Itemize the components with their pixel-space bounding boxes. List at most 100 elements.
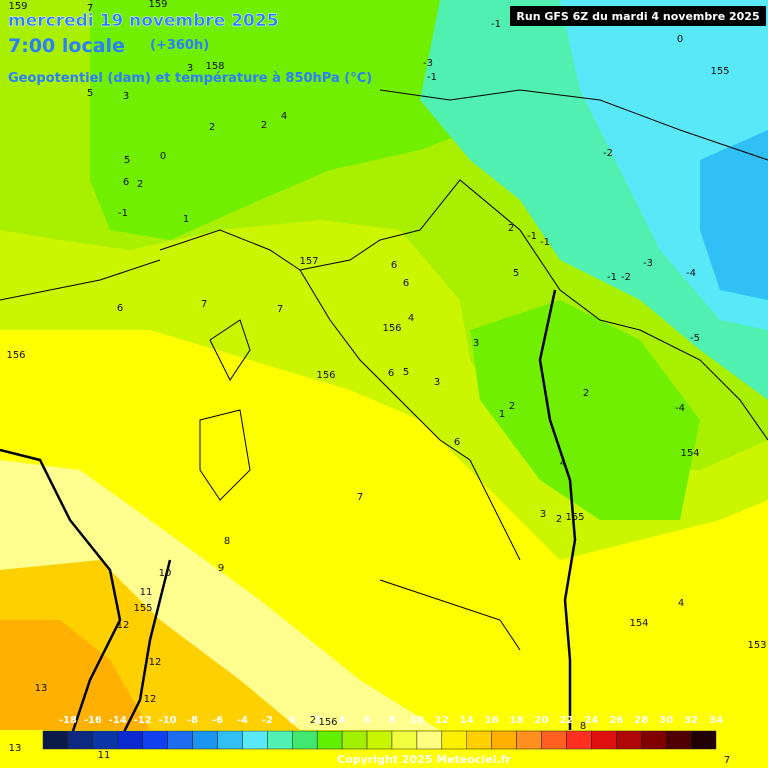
colorbar-label: 28	[634, 715, 648, 726]
colorbar-swatch	[591, 730, 617, 750]
colorbar-label: 30	[659, 715, 673, 726]
map-label: 7	[357, 492, 363, 503]
map-label: 5	[513, 268, 519, 279]
map-label: -1	[527, 231, 537, 242]
colorbar-swatch	[541, 730, 567, 750]
colorbar-label: -14	[109, 715, 127, 726]
colorbar-label: -16	[84, 715, 102, 726]
map-label: -1	[118, 208, 128, 219]
colorbar-label: 12	[435, 715, 449, 726]
map-label: 4	[678, 598, 684, 609]
map-label: -3	[423, 58, 433, 69]
map-label: 2	[509, 401, 515, 412]
colorbar-swatch	[640, 730, 667, 750]
run-box	[510, 6, 766, 26]
map-label: 3	[123, 91, 129, 102]
map-label: 6	[403, 278, 409, 289]
colorbar-label: 18	[510, 715, 524, 726]
map-label: -3	[643, 258, 653, 269]
colorbar-swatch	[316, 730, 343, 750]
map-label: 157	[299, 256, 318, 267]
map-label: 8	[580, 721, 586, 732]
colorbar-swatch	[92, 730, 119, 750]
map-label: 155	[710, 66, 729, 77]
zone-blue	[700, 130, 768, 300]
colorbar-label: 20	[535, 715, 549, 726]
colorbar-label: 14	[460, 715, 474, 726]
map-label: 0	[160, 151, 166, 162]
colorbar-label: 4	[339, 715, 346, 726]
colorbar-swatch	[242, 730, 268, 750]
map-label: 11	[140, 587, 153, 598]
lead-time: (+360h)	[150, 38, 209, 53]
map-label: 13	[35, 683, 48, 694]
colorbar-swatch	[192, 730, 218, 750]
map-label: 153	[747, 640, 766, 651]
map-label: 2	[137, 179, 143, 190]
run-info: Run GFS 6Z du mardi 4 novembre 2025	[516, 10, 759, 23]
colorbar-swatch	[690, 730, 717, 750]
colorbar-swatch	[42, 730, 69, 750]
map-label: 3	[473, 338, 479, 349]
map-label: 155	[133, 603, 152, 614]
colorbar-swatch	[491, 730, 517, 750]
colorbar-swatch	[267, 730, 293, 750]
map-label: 5	[124, 155, 130, 166]
colorbar-swatch	[366, 730, 393, 750]
map-label: -4	[675, 403, 685, 414]
map-label: 155	[565, 512, 584, 523]
colorbar-swatch	[391, 730, 418, 750]
map-label: 7	[201, 299, 207, 310]
map-label: 6	[123, 177, 129, 188]
map-label: -1	[607, 272, 617, 283]
map-label: 1	[183, 214, 189, 225]
map-label: 2	[508, 223, 514, 234]
map-label: 2	[556, 514, 562, 525]
colorbar-label: -18	[59, 715, 77, 726]
colorbar-label: 34	[709, 715, 723, 726]
colorbar-swatch	[217, 730, 243, 750]
map-label: -4	[686, 268, 696, 279]
colorbar-label: -12	[134, 715, 152, 726]
map-label: 159	[8, 1, 27, 12]
map-label: 156	[382, 323, 401, 334]
map-label: -1	[491, 19, 501, 30]
colorbar-label: -2	[262, 715, 273, 726]
map-label: 2	[583, 388, 589, 399]
map-label: 13	[9, 743, 22, 754]
colorbar-label: 24	[584, 715, 598, 726]
colorbar-label: 6	[364, 715, 371, 726]
map-label: 2	[261, 120, 267, 131]
map-label: -2	[621, 272, 631, 283]
map-label: 6	[117, 303, 123, 314]
colorbar-label: -10	[159, 715, 177, 726]
colorbar-label: 0	[289, 715, 296, 726]
map-label: 5	[87, 88, 93, 99]
front-line	[538, 289, 577, 730]
map-label: 2	[209, 122, 215, 133]
zone-brightgreen-2	[470, 300, 700, 520]
map-label: 12	[117, 620, 130, 631]
date-title: mercredi 19 novembre 2025	[8, 11, 279, 31]
map-label: -1	[427, 72, 437, 83]
map-label: 9	[218, 563, 224, 574]
colorbar-swatch	[441, 730, 467, 750]
map-label: 4	[281, 111, 287, 122]
map-label: 159	[148, 0, 167, 10]
map-label: 156	[318, 717, 337, 728]
map-label: 0	[677, 34, 683, 45]
map-label: 6	[391, 260, 397, 271]
map-label: 11	[98, 750, 111, 761]
zone-deeporange	[0, 620, 150, 730]
map-label: 158	[205, 61, 224, 72]
colorbar-swatch	[292, 730, 318, 750]
map-label: 3	[540, 509, 546, 520]
map-label: 6	[388, 368, 394, 379]
time-title: 7:00 locale	[8, 35, 125, 57]
map-label: 10	[159, 568, 172, 579]
colorbar-swatch	[416, 730, 443, 750]
colorbar-swatch	[67, 730, 94, 750]
map-label: 7	[277, 304, 283, 315]
colorbar-label: 22	[559, 715, 573, 726]
